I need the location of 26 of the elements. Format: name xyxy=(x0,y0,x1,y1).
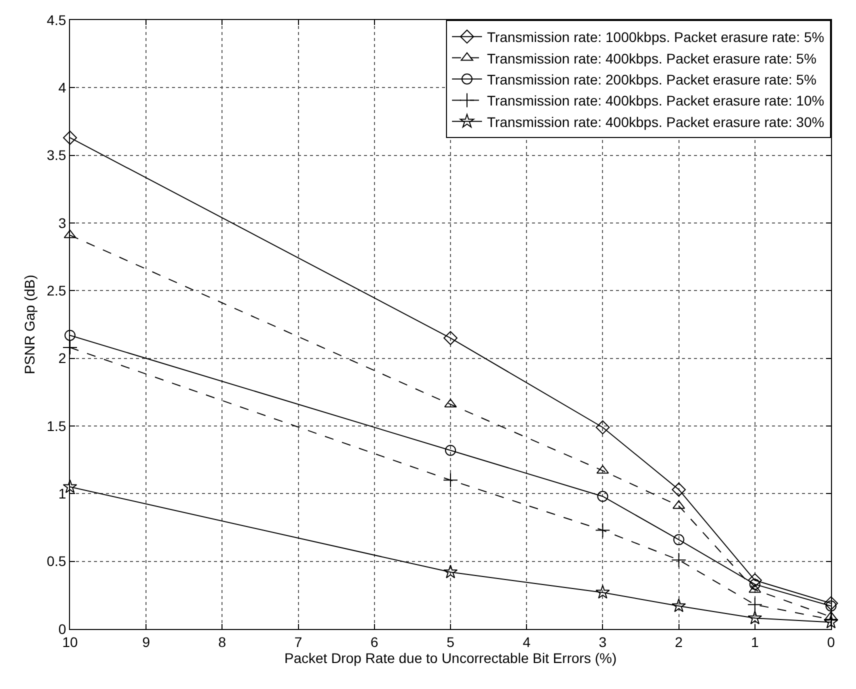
x-tick-label: 8 xyxy=(218,634,226,650)
x-tick-label: 4 xyxy=(522,634,531,650)
y-tick-label: 2 xyxy=(58,350,66,366)
legend-label: Transmission rate: 200kbps. Packet erasure rate: 5% xyxy=(487,71,816,88)
x-tick-label: 1 xyxy=(751,634,759,650)
y-tick-label: 4.5 xyxy=(46,12,66,28)
legend-label: Transmission rate: 400kbps. Packet erasure rate: 5% xyxy=(487,50,816,66)
x-tick-label: 3 xyxy=(598,634,607,650)
y-axis-title: PSNR Gap (dB) xyxy=(21,274,38,374)
x-tick-label: 7 xyxy=(294,634,302,650)
y-tick-label: 1 xyxy=(58,486,66,502)
y-tick-label: 1.5 xyxy=(46,418,66,434)
y-tick-label: 3 xyxy=(58,214,66,231)
y-tick-label: 3.5 xyxy=(46,147,66,164)
x-tick-label: 2 xyxy=(674,634,683,650)
y-tick-label: 0.5 xyxy=(46,553,66,570)
y-tick-label: 2.5 xyxy=(46,282,66,299)
legend-label: Transmission rate: 1000kbps. Packet erasure rate: 5% xyxy=(487,29,824,46)
x-tick-label: 0 xyxy=(827,634,836,650)
x-tick-label: 5 xyxy=(446,634,455,650)
legend-label: Transmission rate: 400kbps. Packet erasure rate: 10% xyxy=(487,92,824,109)
x-tick-label: 6 xyxy=(370,634,378,650)
y-tick-label: 4 xyxy=(58,80,66,96)
x-tick-label: 9 xyxy=(142,634,150,650)
legend-label: Transmission rate: 400kbps. Packet erasure rate: 30% xyxy=(487,114,824,130)
x-axis-title: Packet Drop Rate due to Uncorrectable Bit Errors (%) xyxy=(284,650,617,666)
